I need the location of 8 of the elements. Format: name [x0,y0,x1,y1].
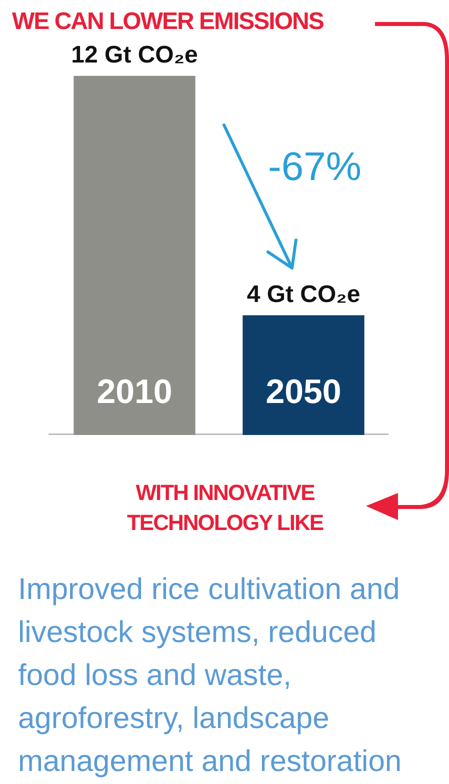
x-tick-label: 2050 [266,373,342,411]
annotation: -67% [268,145,362,190]
text: WITH INNOVATIVE TECHNOLOGY LIKE [126,479,324,537]
data-label: 4 Gt CO₂e [246,280,360,308]
data-label: 12 Gt CO₂e [71,42,198,69]
x-tick-label: 2010 [96,373,172,411]
text: Improved rice cultivation and livestock systems, reduced food loss and waste, agroforestry, landscape management and restoration [18,572,403,780]
chart-title: WE CAN LOWER EMISSIONS [12,8,324,36]
